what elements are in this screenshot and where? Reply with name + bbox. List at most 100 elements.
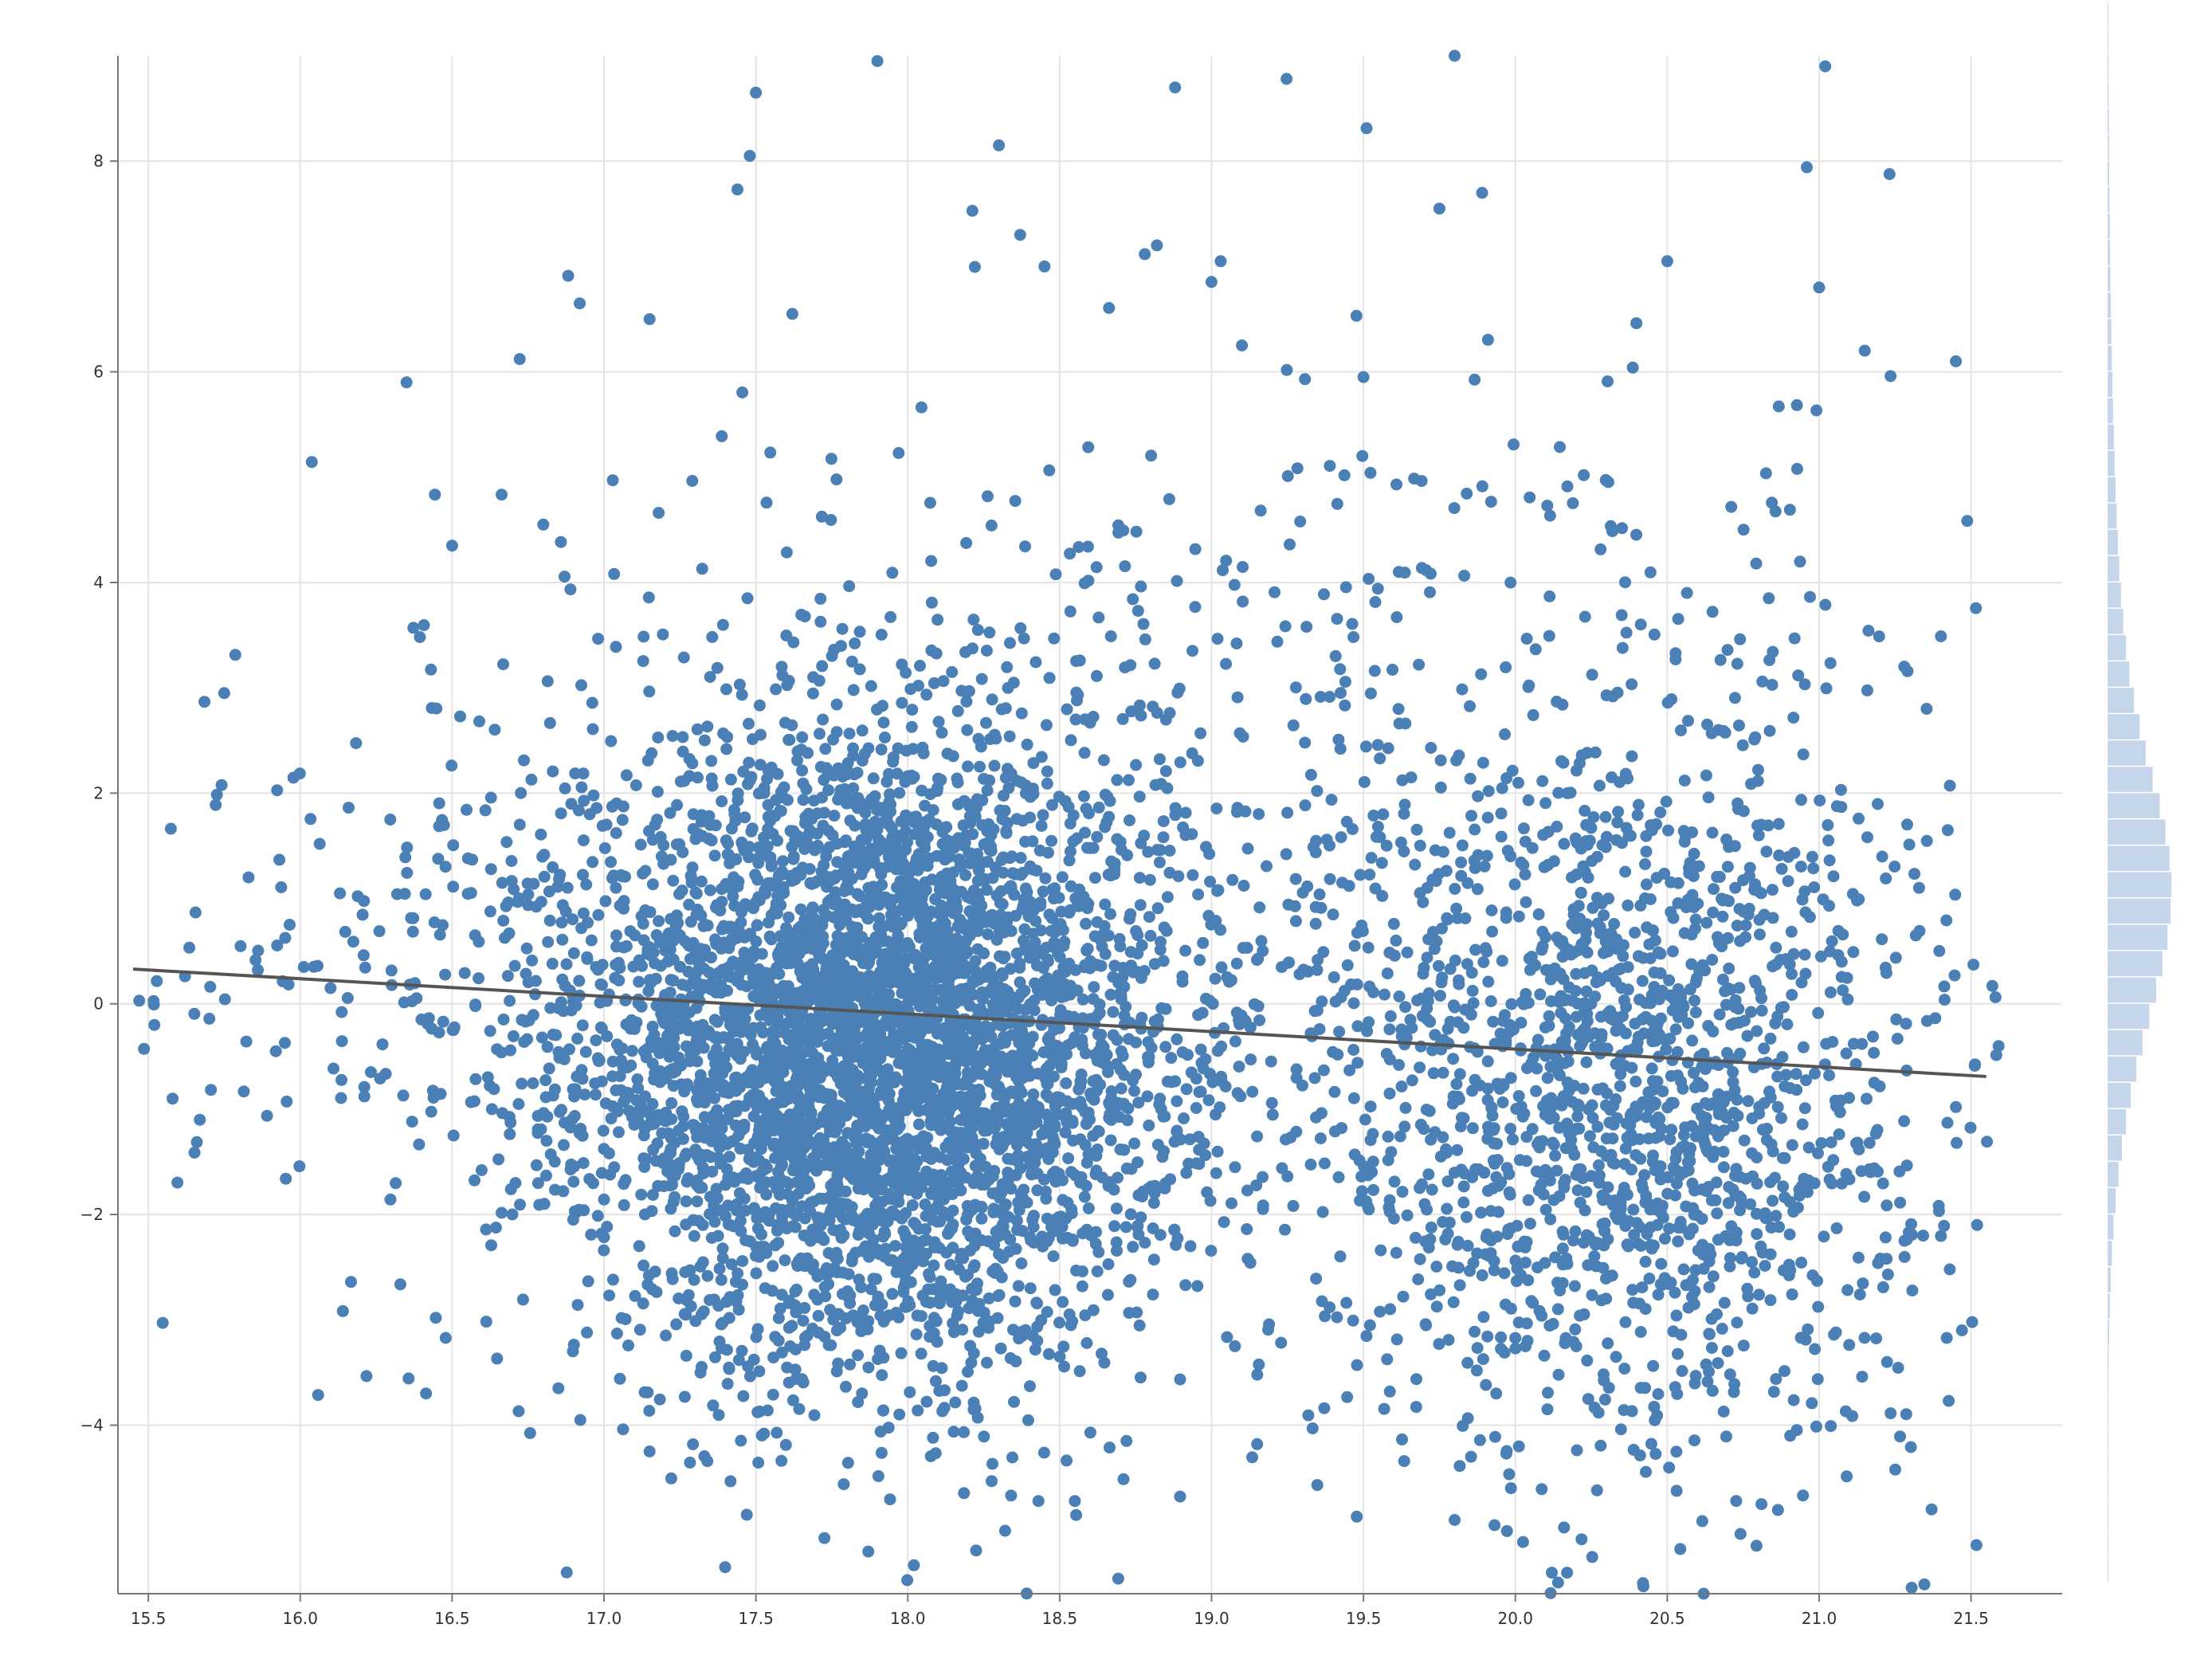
- data-point: [1328, 971, 1340, 983]
- data-point: [716, 795, 728, 807]
- data-point: [782, 912, 794, 924]
- data-point: [805, 1235, 817, 1247]
- data-point: [1841, 1285, 1853, 1296]
- data-point: [1029, 994, 1041, 1006]
- data-point: [857, 724, 869, 736]
- data-point: [1848, 1038, 1860, 1049]
- data-point: [775, 1455, 787, 1467]
- data-point: [1037, 1241, 1049, 1253]
- data-point: [1509, 878, 1521, 890]
- data-point: [861, 1208, 873, 1220]
- data-point: [842, 1457, 854, 1469]
- data-point: [877, 1041, 888, 1053]
- data-point: [1461, 1211, 1473, 1223]
- histogram-bar: [2108, 477, 2116, 503]
- data-point: [896, 1347, 908, 1359]
- data-point: [1708, 1270, 1720, 1282]
- data-point: [722, 1007, 734, 1019]
- data-point: [706, 772, 718, 784]
- data-point: [1594, 1440, 1606, 1452]
- data-point: [1121, 1163, 1133, 1175]
- data-point: [652, 1180, 664, 1192]
- data-point: [1965, 1122, 1977, 1134]
- data-point: [1084, 1088, 1096, 1100]
- data-point: [711, 1183, 723, 1194]
- data-point: [1359, 1114, 1371, 1126]
- data-point: [731, 932, 743, 944]
- data-point: [1241, 1223, 1253, 1235]
- data-point: [1144, 874, 1156, 886]
- data-point: [995, 1343, 1007, 1355]
- data-point: [592, 1053, 604, 1065]
- data-point: [833, 1158, 845, 1170]
- data-point: [1034, 845, 1046, 857]
- data-point: [1755, 992, 1767, 1004]
- data-point: [1732, 658, 1743, 670]
- data-point: [1722, 644, 1734, 656]
- data-point: [1622, 900, 1634, 912]
- histogram-bar: [2108, 556, 2120, 582]
- data-point: [743, 1024, 755, 1036]
- data-point: [611, 1038, 623, 1050]
- data-point: [779, 1254, 791, 1266]
- data-point: [735, 837, 747, 849]
- histogram-bar: [2108, 951, 2163, 977]
- data-point: [913, 1119, 925, 1131]
- data-point: [1246, 1451, 1258, 1463]
- data-point: [1578, 1083, 1590, 1095]
- data-point: [1073, 1084, 1084, 1096]
- histogram-bar: [2108, 899, 2171, 924]
- data-point: [1444, 827, 1456, 839]
- data-point: [861, 1041, 873, 1053]
- data-point: [1002, 782, 1014, 794]
- histogram-bar: [2108, 504, 2116, 529]
- data-point: [699, 735, 711, 747]
- data-point: [1251, 1131, 1263, 1143]
- data-point: [1516, 1100, 1528, 1112]
- data-point: [773, 1312, 785, 1324]
- data-point: [1481, 850, 1493, 862]
- data-point: [1251, 1369, 1263, 1381]
- data-point: [643, 685, 655, 697]
- data-point: [730, 1276, 742, 1288]
- data-point: [1025, 1282, 1037, 1294]
- data-point: [1781, 1018, 1793, 1030]
- data-point: [685, 1022, 697, 1034]
- data-point: [1906, 1582, 1918, 1594]
- data-point: [1418, 968, 1430, 980]
- data-point: [485, 1239, 497, 1251]
- data-point: [1707, 907, 1719, 919]
- data-point: [819, 1281, 831, 1293]
- data-point: [875, 1426, 887, 1438]
- data-point: [1904, 838, 1916, 850]
- data-point: [838, 885, 850, 897]
- data-point: [1088, 981, 1100, 993]
- data-point: [988, 1202, 1000, 1214]
- data-point: [1784, 1229, 1796, 1241]
- data-point: [1015, 1257, 1027, 1269]
- data-point: [833, 1226, 845, 1238]
- data-point: [702, 1077, 714, 1089]
- data-point: [1000, 702, 1012, 714]
- data-point: [754, 1406, 766, 1418]
- data-point: [811, 1211, 823, 1223]
- data-point: [837, 623, 849, 635]
- data-point: [1390, 935, 1402, 947]
- data-point: [1410, 1401, 1422, 1413]
- data-point: [1134, 1320, 1146, 1332]
- data-point: [1406, 1074, 1418, 1086]
- data-point: [1194, 954, 1206, 966]
- data-point: [1819, 599, 1831, 611]
- histogram-bar: [2108, 425, 2114, 450]
- data-point: [861, 1160, 873, 1172]
- data-point: [817, 714, 829, 726]
- data-point: [1045, 984, 1057, 996]
- data-point: [794, 1055, 806, 1067]
- data-point: [825, 1117, 837, 1129]
- data-point: [1112, 1573, 1124, 1585]
- data-point: [1659, 1233, 1671, 1245]
- data-point: [919, 877, 931, 888]
- data-point: [865, 1077, 877, 1089]
- data-point: [1077, 1281, 1088, 1292]
- data-point: [660, 1107, 672, 1119]
